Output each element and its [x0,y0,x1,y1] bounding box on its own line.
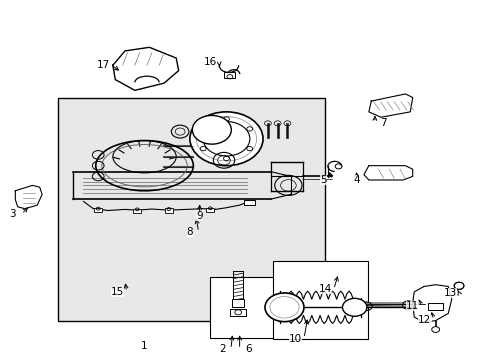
Text: 12: 12 [417,315,430,325]
Bar [58,98,325,320]
Text: 11: 11 [405,301,419,311]
Bar [427,303,442,310]
Circle shape [189,112,263,166]
Bar [224,72,234,78]
Text: 6: 6 [244,344,251,354]
Polygon shape [15,185,42,209]
Text: 4: 4 [353,175,359,185]
Text: 17: 17 [96,60,109,70]
Bar [210,277,273,338]
Circle shape [264,293,304,321]
Text: 16: 16 [203,57,217,67]
Text: 15: 15 [111,287,124,297]
Text: 1: 1 [141,341,147,351]
Polygon shape [363,166,412,180]
Polygon shape [368,94,412,117]
Circle shape [192,116,231,144]
Bar [244,200,255,205]
Text: 7: 7 [379,118,386,128]
Text: 14: 14 [318,284,331,294]
Text: 13: 13 [443,288,456,298]
Bar [231,300,244,307]
Text: 2: 2 [218,344,225,354]
Text: 5: 5 [320,175,326,185]
Bar [133,209,141,213]
Bar [230,309,245,316]
Text: 10: 10 [288,333,301,343]
Text: 9: 9 [196,211,203,221]
Bar [272,261,367,338]
Polygon shape [113,47,178,90]
Bar [94,208,102,212]
Bar [164,208,172,213]
Text: 3: 3 [10,209,16,219]
Circle shape [342,298,366,316]
Text: 8: 8 [186,227,193,237]
Polygon shape [412,285,451,322]
Circle shape [431,327,439,332]
Bar [206,208,214,212]
